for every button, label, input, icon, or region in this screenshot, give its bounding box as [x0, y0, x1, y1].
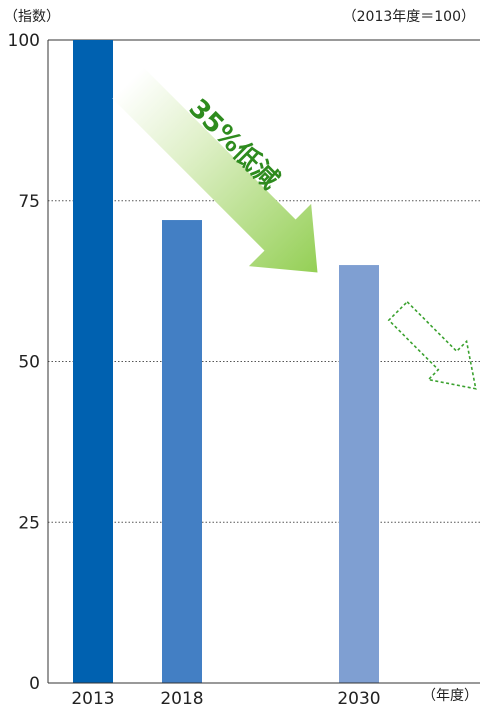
reduction-arrow	[112, 67, 318, 273]
base-year-note: （2013年度＝100）	[342, 9, 475, 25]
bar-2018	[162, 220, 202, 684]
x-tick-label: 2018	[160, 689, 203, 707]
trend-arrow	[387, 300, 477, 390]
reduction-arrow-shape	[112, 67, 318, 273]
y-tick-label: 75	[18, 192, 40, 212]
y-tick-label: 100	[8, 31, 40, 51]
y-tick-label: 50	[18, 353, 40, 373]
x-tick-label: 2030	[337, 689, 380, 707]
trend-arrow-outline	[387, 300, 477, 390]
x-axis-unit-label: （年度）	[422, 688, 478, 704]
y-tick-label: 25	[18, 513, 40, 533]
bar-2013	[73, 40, 113, 683]
y-tick-label: 0	[29, 674, 40, 694]
y-axis-unit-label: （指数）	[4, 9, 60, 25]
x-tick-label: 2013	[71, 689, 114, 707]
bar-2030	[339, 265, 379, 683]
